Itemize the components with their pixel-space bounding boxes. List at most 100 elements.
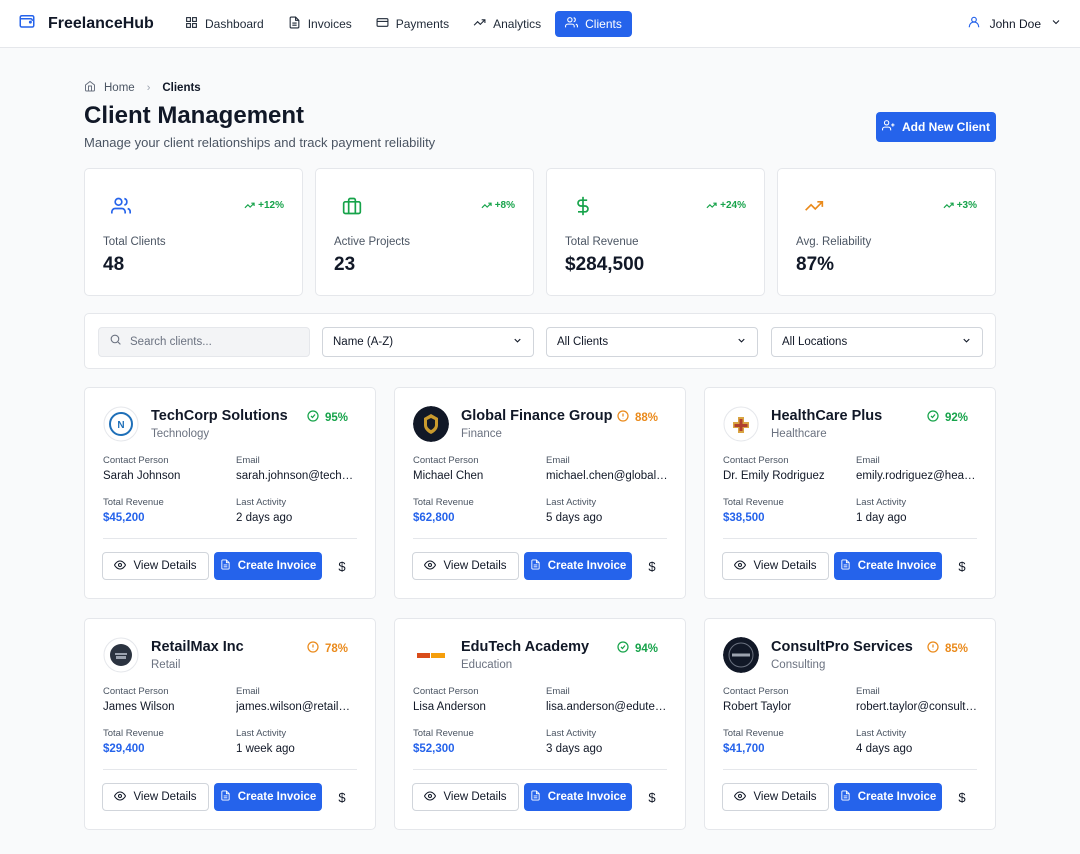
add-client-label: Add New Client bbox=[901, 120, 990, 134]
view-details-button[interactable]: View Details bbox=[722, 783, 829, 811]
app-name: FreelanceHub bbox=[48, 14, 154, 32]
view-details-button[interactable]: View Details bbox=[102, 783, 209, 811]
dollar-icon bbox=[573, 196, 593, 216]
client-card: EduTech Academy Education 94% Contact Pe… bbox=[394, 618, 686, 830]
client-logo bbox=[103, 637, 139, 673]
breadcrumb: Home › Clients bbox=[84, 80, 201, 95]
revenue-value: $38,500 bbox=[723, 512, 765, 524]
user-menu[interactable]: John Doe bbox=[967, 15, 1062, 32]
chevron-down-icon bbox=[1050, 16, 1062, 31]
briefcase-icon bbox=[342, 196, 362, 216]
contact-value: Sarah Johnson bbox=[103, 470, 181, 482]
users-icon bbox=[565, 16, 579, 32]
client-card: N TechCorp Solutions Technology 95% Cont… bbox=[84, 387, 376, 599]
sort-value: Name (A-Z) bbox=[333, 336, 394, 348]
client-name[interactable]: TechCorp Solutions bbox=[151, 408, 288, 424]
view-details-button[interactable]: View Details bbox=[412, 552, 519, 580]
client-card: ConsultPro Services Consulting 85% Conta… bbox=[704, 618, 996, 830]
search-input[interactable] bbox=[130, 336, 300, 348]
client-name[interactable]: RetailMax Inc bbox=[151, 639, 244, 655]
email-value[interactable]: sarah.johnson@techcorp.com bbox=[236, 470, 358, 482]
search-icon bbox=[109, 333, 122, 351]
dollar-icon[interactable]: $ bbox=[648, 789, 656, 805]
stat-trend: +3% bbox=[943, 200, 977, 211]
users-icon bbox=[111, 196, 131, 216]
stat-trend: +24% bbox=[706, 200, 746, 211]
dollar-icon[interactable]: $ bbox=[338, 558, 346, 574]
activity-value: 1 day ago bbox=[856, 512, 907, 524]
dollar-icon[interactable]: $ bbox=[958, 558, 966, 574]
email-value[interactable]: michael.chen@globalfinance.com bbox=[546, 470, 668, 482]
nav-analytics[interactable]: Analytics bbox=[463, 11, 551, 37]
brand[interactable]: FreelanceHub bbox=[18, 12, 154, 35]
client-industry: Consulting bbox=[771, 659, 826, 671]
activity-label: Last Activity bbox=[856, 497, 907, 508]
file-icon bbox=[530, 790, 541, 804]
email-value[interactable]: robert.taylor@consultpro.com bbox=[856, 701, 978, 713]
nav-payments[interactable]: Payments bbox=[366, 11, 459, 37]
sort-select[interactable]: Name (A-Z) bbox=[322, 327, 534, 357]
location-select[interactable]: All Locations bbox=[771, 327, 983, 357]
stat-card-avg-reliability: +3% Avg. Reliability 87% bbox=[777, 168, 996, 296]
dollar-icon[interactable]: $ bbox=[648, 558, 656, 574]
create-invoice-button[interactable]: Create Invoice bbox=[524, 552, 632, 580]
contact-value: Lisa Anderson bbox=[413, 701, 486, 713]
client-name[interactable]: HealthCare Plus bbox=[771, 408, 883, 424]
activity-value: 5 days ago bbox=[546, 512, 603, 524]
view-details-button[interactable]: View Details bbox=[412, 783, 519, 811]
stat-trend: +12% bbox=[244, 200, 284, 211]
home-icon bbox=[84, 80, 96, 95]
stat-value: $284,500 bbox=[565, 254, 645, 275]
create-invoice-button[interactable]: Create Invoice bbox=[214, 783, 322, 811]
email-value[interactable]: lisa.anderson@edutech.com bbox=[546, 701, 668, 713]
card-divider bbox=[723, 769, 977, 770]
nav-dashboard[interactable]: Dashboard bbox=[175, 11, 274, 37]
add-client-button[interactable]: Add New Client bbox=[876, 112, 996, 142]
stat-value: 87% bbox=[796, 254, 835, 275]
client-name[interactable]: Global Finance Group bbox=[461, 408, 613, 424]
dollar-icon[interactable]: $ bbox=[958, 789, 966, 805]
contact-label: Contact Person bbox=[413, 686, 479, 697]
contact-value: James Wilson bbox=[103, 701, 175, 713]
client-industry: Education bbox=[461, 659, 513, 671]
view-details-button[interactable]: View Details bbox=[722, 552, 829, 580]
activity-label: Last Activity bbox=[856, 728, 907, 739]
client-name[interactable]: ConsultPro Services bbox=[771, 639, 913, 655]
card-divider bbox=[103, 769, 357, 770]
create-invoice-button[interactable]: Create Invoice bbox=[834, 552, 942, 580]
revenue-label: Total Revenue bbox=[723, 497, 784, 508]
reliability-score: 94% bbox=[617, 641, 658, 656]
email-label: Email bbox=[236, 686, 260, 697]
stat-card-active-projects: +8% Active Projects 23 bbox=[315, 168, 534, 296]
eye-icon bbox=[114, 559, 127, 574]
activity-value: 4 days ago bbox=[856, 743, 913, 755]
breadcrumb-home[interactable]: Home bbox=[104, 81, 135, 94]
create-invoice-button[interactable]: Create Invoice bbox=[834, 783, 942, 811]
view-details-button[interactable]: View Details bbox=[102, 552, 209, 580]
stat-label: Total Clients bbox=[103, 236, 166, 248]
eye-icon bbox=[424, 559, 437, 574]
search-box[interactable] bbox=[98, 327, 310, 357]
create-invoice-button[interactable]: Create Invoice bbox=[214, 552, 322, 580]
breadcrumb-separator: › bbox=[146, 81, 151, 94]
email-value[interactable]: emily.rodriguez@healthcareplus.com bbox=[856, 470, 978, 482]
dollar-icon[interactable]: $ bbox=[338, 789, 346, 805]
top-navbar: FreelanceHub Dashboard Invoices Payments… bbox=[0, 0, 1080, 48]
create-invoice-button[interactable]: Create Invoice bbox=[524, 783, 632, 811]
email-value[interactable]: james.wilson@retailmax.com bbox=[236, 701, 358, 713]
client-logo: N bbox=[103, 406, 139, 442]
contact-label: Contact Person bbox=[103, 686, 169, 697]
page-title: Client Management bbox=[84, 102, 305, 129]
user-icon bbox=[967, 15, 981, 32]
user-name: John Doe bbox=[989, 16, 1041, 31]
nav-label: Invoices bbox=[307, 17, 352, 31]
reliability-score: 78% bbox=[307, 641, 348, 656]
status-select[interactable]: All Clients bbox=[546, 327, 758, 357]
nav-invoices[interactable]: Invoices bbox=[278, 11, 362, 37]
reliability-score: 95% bbox=[307, 410, 348, 425]
stat-label: Active Projects bbox=[334, 236, 411, 248]
client-name[interactable]: EduTech Academy bbox=[461, 639, 590, 655]
nav-clients[interactable]: Clients bbox=[555, 11, 632, 37]
revenue-label: Total Revenue bbox=[413, 728, 474, 739]
invoice-icon bbox=[288, 16, 301, 32]
